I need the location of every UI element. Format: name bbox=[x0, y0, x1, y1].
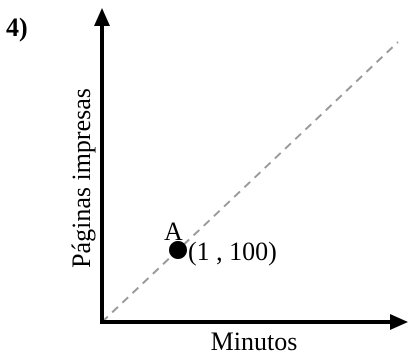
x-axis-label: Minutos bbox=[211, 327, 298, 356]
point-label: (1 , 100) bbox=[188, 237, 277, 266]
point-name: A bbox=[164, 217, 183, 246]
dashed-line bbox=[101, 41, 399, 323]
x-arrow bbox=[390, 314, 408, 330]
point bbox=[169, 241, 187, 259]
problem-number: 4) bbox=[6, 13, 28, 42]
y-arrow bbox=[94, 8, 110, 26]
y-axis-label: Páginas impresas bbox=[67, 88, 96, 268]
